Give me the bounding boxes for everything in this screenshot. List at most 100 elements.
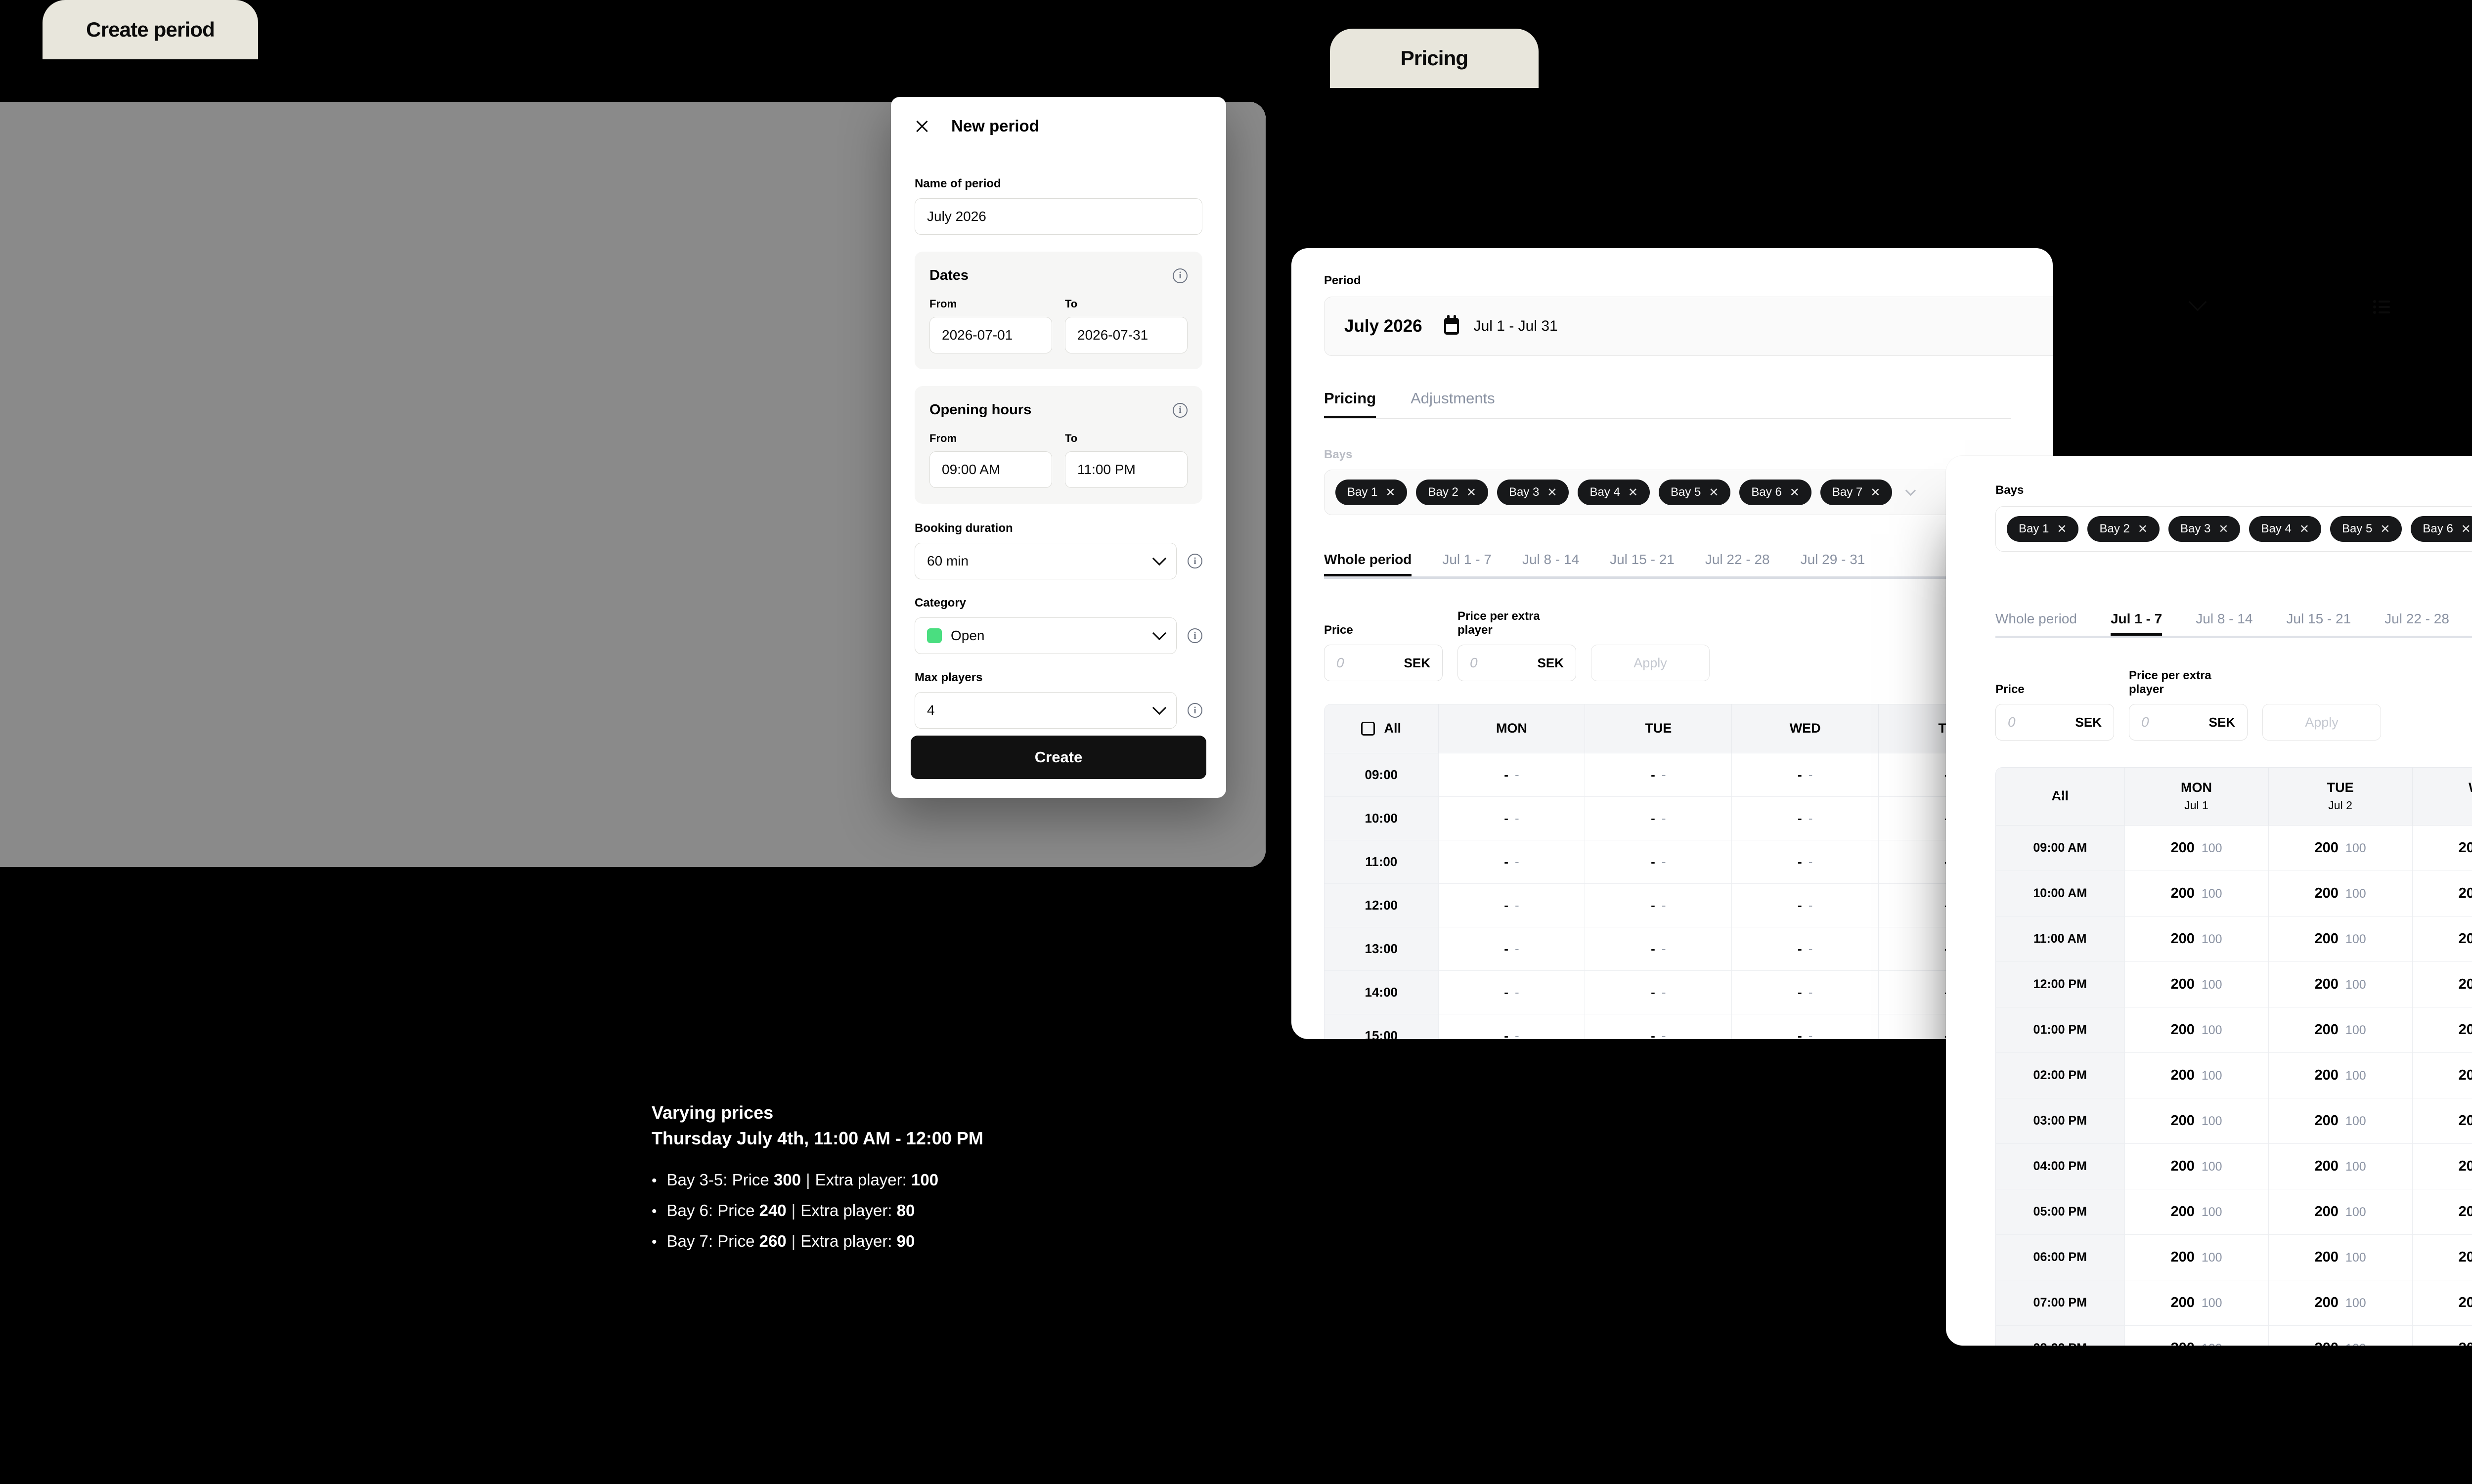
price-cell[interactable]: -- [1585, 1014, 1732, 1039]
week-tab-jul-8-14[interactable]: Jul 8 - 14 [2196, 611, 2253, 626]
price-cell[interactable]: -- [1438, 970, 1586, 1014]
bays-multiselect[interactable]: Bay 1 ✕ Bay 2 ✕ Bay 3 ✕ Bay 4 ✕ Bay 5 ✕ Bay 6… [1324, 470, 2026, 515]
bay-chip[interactable]: Bay 7 ✕ [1820, 480, 1893, 505]
week-tab-jul-15-21[interactable]: Jul 15 - 21 [2286, 611, 2351, 626]
week-tab-jul-22-28[interactable]: Jul 22 - 28 [2384, 611, 2449, 626]
price-cell[interactable]: -- [1438, 1014, 1586, 1039]
booking-duration-select[interactable]: 60 min [915, 543, 1177, 579]
bays-multiselect[interactable]: Bay 1 ✕ Bay 2 ✕ Bay 3 ✕ Bay 4 ✕ Bay 5 ✕ Bay 6… [1995, 506, 2472, 552]
price-cell[interactable]: -- [1585, 883, 1732, 927]
price-cell[interactable]: -- [1731, 753, 1879, 797]
price-cell[interactable]: -- [1731, 840, 1879, 884]
period-expand-button[interactable] [2188, 293, 2207, 311]
info-icon[interactable]: i [1173, 402, 1188, 418]
price-cell[interactable]: -- [1438, 883, 1586, 927]
price-cell[interactable]: -- [1731, 927, 1879, 971]
bay-chip[interactable]: Bay 1 ✕ [1335, 480, 1408, 505]
price-cell[interactable]: -- [1585, 840, 1732, 884]
price-cell[interactable]: -- [1438, 796, 1586, 840]
column-header-all[interactable]: All [1996, 768, 2125, 826]
bay-chip[interactable]: Bay 6 ✕ [2411, 516, 2472, 542]
create-period-button[interactable]: Create period [570, 611, 696, 649]
bay-chip[interactable]: Bay 2 ✕ [1416, 480, 1488, 505]
close-icon[interactable]: ✕ [1385, 485, 1396, 499]
checkbox[interactable] [1361, 721, 1375, 736]
sign-out-button[interactable]: Sign out [0, 808, 266, 867]
price-cell[interactable]: -- [1585, 927, 1732, 971]
hours-from-input[interactable]: 09:00 AM [929, 451, 1052, 488]
price-cell[interactable]: -- [1731, 883, 1879, 927]
apply-button[interactable]: Apply [2262, 704, 2381, 741]
sidebar-item-driving-range[interactable]: Driving range [0, 489, 266, 539]
date-from-input[interactable]: 2026-07-01 [929, 317, 1052, 353]
week-tab-whole-period[interactable]: Whole period [1324, 552, 1412, 576]
sidebar-item-dr-bays[interactable]: Bays [48, 588, 266, 638]
sidebar-item-settings[interactable]: Settings [0, 339, 266, 391]
sidebar-item-dr-settings[interactable]: Settings [48, 539, 266, 588]
week-tab-jul-22-28[interactable]: Jul 22 - 28 [1705, 552, 1770, 567]
column-header-all[interactable]: All [1324, 704, 1439, 753]
price-cell[interactable]: -- [1438, 840, 1586, 884]
bay-chip[interactable]: Bay 4 ✕ [2249, 516, 2321, 542]
close-icon[interactable]: ✕ [1709, 485, 1719, 499]
close-icon[interactable]: ✕ [2299, 522, 2309, 536]
week-tab-jul-29-31[interactable]: Jul 29 - 31 [1800, 552, 1865, 567]
close-icon[interactable]: ✕ [1870, 485, 1881, 499]
week-tab-jul-1-7[interactable]: Jul 1 - 7 [1442, 552, 1492, 567]
sidebar-item-rentals[interactable]: Rentals [0, 236, 266, 288]
close-icon[interactable]: ✕ [1789, 485, 1800, 499]
create-button[interactable]: Create [911, 736, 1206, 779]
close-icon[interactable]: ✕ [2218, 522, 2229, 536]
week-tab-jul-15-21[interactable]: Jul 15 - 21 [1610, 552, 1675, 567]
price-extra-input[interactable]: 0 SEK [2129, 704, 2248, 741]
period-selector[interactable]: July 2026 Jul 1 - Jul 31 ••• [1324, 297, 2053, 356]
sidebar-item-courses[interactable]: Courses [0, 391, 266, 440]
info-icon[interactable]: i [1188, 554, 1202, 568]
price-cell[interactable]: -- [1438, 927, 1586, 971]
close-icon[interactable] [915, 119, 929, 133]
close-icon[interactable]: ✕ [2461, 522, 2471, 536]
info-icon[interactable]: i [1188, 703, 1202, 718]
close-icon[interactable]: ✕ [2057, 522, 2067, 536]
price-cell[interactable]: -- [1731, 1014, 1879, 1039]
hours-to-input[interactable]: 11:00 PM [1065, 451, 1188, 488]
price-extra-input[interactable]: 0 SEK [1457, 645, 1576, 681]
price-cell[interactable]: -- [1585, 796, 1732, 840]
price-cell[interactable]: -- [1438, 753, 1586, 797]
sidebar-item-spaces[interactable]: Spaces [0, 440, 266, 489]
price-input[interactable]: 0 SEK [1324, 645, 1443, 681]
week-tab-jul-8-14[interactable]: Jul 8 - 14 [1522, 552, 1580, 567]
bay-chip[interactable]: Bay 6 ✕ [1739, 480, 1811, 505]
close-icon[interactable]: ✕ [2380, 522, 2390, 536]
bay-chip[interactable]: Bay 2 ✕ [2087, 516, 2160, 542]
sidebar-item-dr-ball-pricing[interactable]: Ball pricing [48, 687, 266, 737]
bay-chip[interactable]: Bay 1 ✕ [2007, 516, 2079, 542]
